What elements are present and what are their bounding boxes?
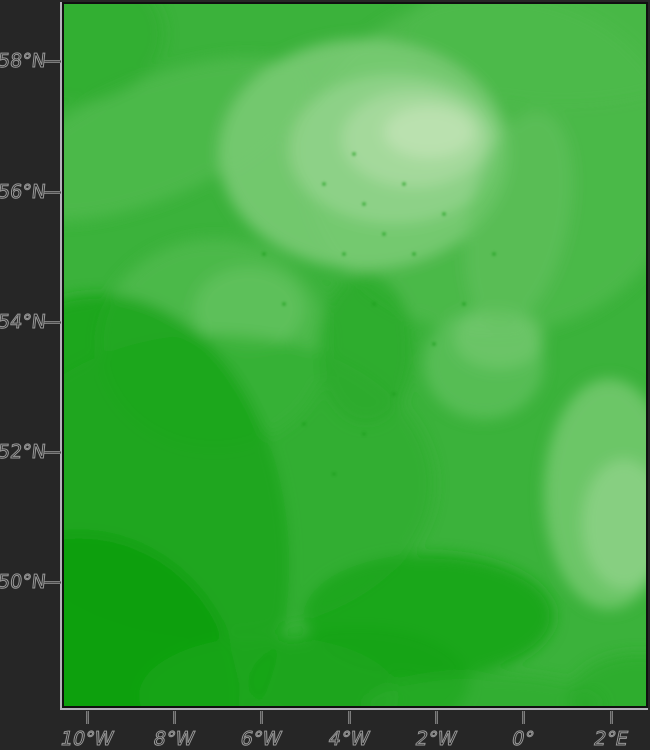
speckle (352, 152, 356, 156)
shade-blob (465, 110, 573, 328)
y-tick-label: 54°N (0, 311, 48, 334)
x-axis-spine (60, 708, 648, 710)
y-tick-mark (43, 581, 61, 584)
shade-blob (64, 4, 164, 104)
x-tick-label: 8°W (151, 728, 197, 750)
shade-blob (569, 654, 646, 706)
speckle (412, 252, 416, 256)
map-raster (64, 4, 646, 706)
x-tick-label: 2°E (591, 728, 631, 750)
x-tick-label: 10°W (58, 728, 116, 750)
y-tick-label: 52°N (0, 441, 48, 464)
x-tick-mark (348, 711, 351, 724)
x-tick-mark (260, 711, 263, 724)
y-tick-mark (43, 451, 61, 454)
x-tick-mark (86, 711, 89, 724)
speckle (362, 202, 366, 206)
shade-blob (318, 274, 414, 424)
shade-blob (384, 106, 474, 158)
shade-blob (364, 674, 604, 706)
x-tick-mark (522, 711, 525, 724)
map-shading-blobs (64, 4, 646, 706)
speckle (402, 182, 406, 186)
y-tick-label: 58°N (0, 50, 48, 73)
speckle (462, 302, 466, 306)
shade-blob (64, 57, 305, 221)
x-tick-label: 2°W (413, 728, 459, 750)
x-tick-label: 0° (509, 728, 537, 750)
y-axis-spine (60, 2, 62, 710)
speckle (332, 472, 336, 476)
map-speckle-texture (262, 152, 496, 476)
speckle (392, 392, 396, 396)
speckle (492, 252, 496, 256)
shade-blob (454, 309, 544, 369)
speckle (362, 432, 366, 436)
map-plot-area (62, 2, 648, 708)
speckle (442, 212, 446, 216)
shade-blob (194, 267, 304, 351)
y-tick-mark (43, 321, 61, 324)
speckle (302, 422, 306, 426)
speckle (262, 252, 266, 256)
shade-blob (582, 459, 646, 589)
shade-blob (139, 636, 399, 706)
x-tick-label: 4°W (326, 728, 372, 750)
speckle (282, 302, 286, 306)
x-tick-label: 6°W (238, 728, 284, 750)
x-tick-mark (610, 711, 613, 724)
x-tick-mark (173, 711, 176, 724)
speckle (372, 302, 376, 306)
y-tick-mark (43, 60, 61, 63)
speckle (342, 252, 346, 256)
speckle (382, 232, 386, 236)
speckle (432, 342, 436, 346)
y-tick-label: 56°N (0, 181, 48, 204)
x-tick-mark (435, 711, 438, 724)
y-tick-mark (43, 191, 61, 194)
y-tick-label: 50°N (0, 571, 48, 594)
speckle (322, 182, 326, 186)
